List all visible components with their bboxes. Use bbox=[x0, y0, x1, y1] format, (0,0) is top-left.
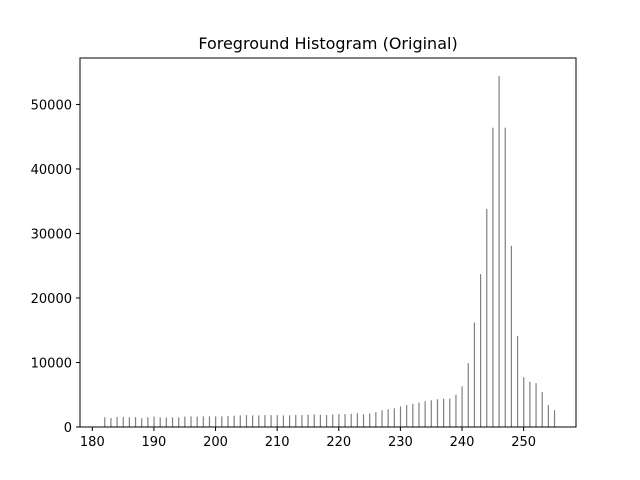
histogram-bar bbox=[516, 336, 519, 427]
histogram-bars bbox=[104, 76, 556, 428]
histogram-bar bbox=[498, 76, 500, 427]
y-axis-ticks: 0 10000 20000 30000 40000 50000 bbox=[31, 98, 80, 436]
histogram-bar bbox=[264, 415, 266, 427]
histogram-bar bbox=[122, 417, 124, 427]
y-tick-label: 30000 bbox=[31, 227, 72, 242]
histogram-bar bbox=[393, 408, 395, 427]
histogram-bar bbox=[473, 322, 476, 427]
x-tick-label: 220 bbox=[326, 435, 351, 450]
histogram-bar bbox=[418, 402, 420, 427]
histogram-bar bbox=[455, 394, 457, 427]
histogram-bar bbox=[461, 386, 463, 427]
histogram-bar bbox=[239, 415, 241, 427]
histogram-bar bbox=[523, 377, 525, 427]
x-axis-ticks: 180 190 200 210 220 230 240 250 bbox=[80, 427, 536, 450]
x-tick-label: 180 bbox=[80, 435, 105, 450]
histogram-bar bbox=[362, 414, 365, 427]
histogram-bar bbox=[553, 410, 556, 427]
histogram-bar bbox=[104, 417, 106, 427]
histogram-bar bbox=[332, 414, 334, 427]
histogram-bar bbox=[486, 208, 488, 427]
y-tick-label: 20000 bbox=[31, 292, 72, 307]
histogram-bar bbox=[541, 392, 543, 427]
histogram-bar bbox=[258, 415, 260, 427]
histogram-bar bbox=[443, 398, 445, 427]
histogram-bar bbox=[190, 416, 192, 427]
histogram-bar bbox=[319, 414, 321, 427]
histogram-bar bbox=[510, 245, 512, 427]
histogram-bar bbox=[313, 414, 315, 427]
histogram-bar bbox=[529, 381, 531, 427]
histogram-bar bbox=[338, 414, 340, 427]
histogram-bar bbox=[424, 401, 426, 427]
histogram-bar bbox=[344, 414, 346, 427]
histogram-bar bbox=[369, 413, 371, 427]
histogram-bar bbox=[356, 413, 358, 427]
histogram-bar bbox=[252, 415, 254, 427]
x-tick-label: 240 bbox=[450, 435, 475, 450]
histogram-bar bbox=[430, 400, 432, 427]
histogram-bar bbox=[276, 415, 278, 427]
histogram-bar bbox=[270, 415, 272, 427]
y-tick-label: 10000 bbox=[31, 356, 72, 371]
histogram-bar bbox=[245, 415, 248, 427]
histogram-bar bbox=[141, 418, 143, 427]
histogram-bar bbox=[171, 417, 174, 427]
histogram-bar bbox=[159, 417, 161, 427]
histogram-bar bbox=[215, 416, 217, 427]
histogram-bar bbox=[492, 127, 494, 428]
histogram-bar bbox=[147, 417, 149, 427]
histogram-bar bbox=[535, 383, 537, 427]
histogram-bar bbox=[406, 405, 408, 427]
plot-area-frame bbox=[79, 57, 577, 428]
histogram-bar bbox=[227, 416, 229, 427]
x-tick-label: 210 bbox=[265, 435, 290, 450]
histogram-bar bbox=[221, 416, 223, 427]
histogram-bar bbox=[233, 415, 235, 427]
histogram-bar bbox=[412, 403, 414, 427]
histogram-bar bbox=[178, 417, 180, 427]
histogram-bar bbox=[208, 416, 211, 427]
histogram-bar bbox=[375, 412, 377, 427]
histogram-bar bbox=[184, 416, 186, 427]
histogram-bar bbox=[547, 405, 549, 427]
histogram-bar bbox=[399, 406, 402, 427]
x-tick-label: 230 bbox=[388, 435, 413, 450]
x-tick-label: 190 bbox=[142, 435, 167, 450]
histogram-bar bbox=[467, 363, 469, 427]
histogram-bar bbox=[128, 417, 130, 427]
histogram-bar bbox=[110, 417, 112, 427]
x-tick-label: 250 bbox=[511, 435, 536, 450]
histogram-bar bbox=[153, 416, 155, 427]
y-tick-label: 40000 bbox=[31, 163, 72, 178]
histogram-bar bbox=[295, 415, 297, 427]
histogram-bar bbox=[307, 414, 309, 427]
histogram-bar bbox=[282, 415, 285, 427]
histogram-bar bbox=[165, 417, 167, 427]
histogram-bar bbox=[436, 399, 439, 427]
histogram-bar bbox=[288, 415, 291, 427]
y-tick-label: 0 bbox=[64, 421, 72, 436]
x-tick-label: 200 bbox=[203, 435, 228, 450]
y-tick-label: 50000 bbox=[31, 98, 72, 113]
histogram-bar bbox=[202, 416, 204, 427]
chart-title: Foreground Histogram (Original) bbox=[198, 34, 457, 53]
histogram-bar bbox=[301, 415, 303, 427]
histogram-bar bbox=[480, 274, 482, 427]
histogram-bar bbox=[116, 417, 118, 427]
histogram-bar bbox=[387, 409, 389, 427]
histogram-bar bbox=[504, 127, 506, 428]
histogram-bar bbox=[381, 410, 383, 427]
histogram-bar bbox=[350, 413, 352, 427]
histogram-bar bbox=[134, 417, 137, 427]
histogram-bar bbox=[449, 398, 451, 427]
histogram-bar bbox=[196, 416, 198, 427]
histogram-bar bbox=[325, 415, 328, 427]
